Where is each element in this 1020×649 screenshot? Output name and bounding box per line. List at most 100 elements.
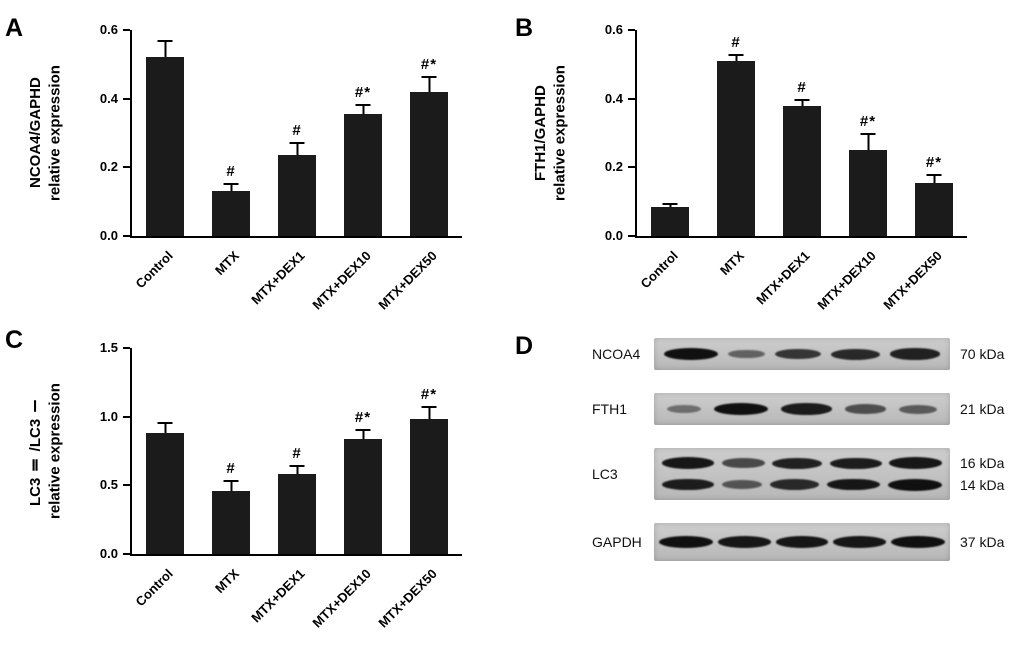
- kda-label-line: 16 kDa: [960, 454, 1005, 471]
- kda-label-line: 37 kDa: [960, 534, 1005, 550]
- x-category-label: Control: [637, 248, 681, 292]
- protein-band: [666, 404, 702, 414]
- error-bar: [157, 40, 173, 58]
- blot-band-row: [654, 348, 950, 360]
- bar-group: #*: [396, 30, 462, 236]
- error-bar: [355, 103, 371, 115]
- y-tick-label: 0.4: [99, 90, 118, 106]
- protein-band: [780, 403, 833, 415]
- bar-group: #: [769, 30, 835, 236]
- protein-band: [890, 536, 945, 548]
- y-axis: 0.0 0.5 1.0 1.5: [0, 340, 130, 561]
- protein-band: [830, 457, 882, 470]
- significance-label: #: [226, 459, 236, 477]
- bar: [344, 114, 382, 236]
- x-category-label: MTX+DEX10: [309, 248, 374, 313]
- protein-band: [898, 404, 938, 414]
- y-tick-label: 1.0: [99, 408, 118, 424]
- error-bar: [289, 464, 305, 475]
- bar: [783, 105, 821, 236]
- protein-label: LC3: [592, 466, 618, 482]
- protein-band: [775, 536, 829, 548]
- x-axis-labels: Control MTX MTX+DEX1 MTX+DEX10 MTX+DEX50: [130, 560, 462, 642]
- error-bar-line: [230, 481, 232, 491]
- y-tick-label: 0.0: [99, 546, 118, 561]
- panel-b-letter: B: [515, 14, 534, 42]
- y-tick-label: 0.0: [99, 228, 118, 243]
- significance-label: #*: [859, 113, 877, 130]
- protein-band: [721, 479, 762, 490]
- protein-band: [775, 348, 822, 360]
- y-tick: [628, 235, 635, 237]
- y-tick-label: 0.4: [604, 90, 623, 106]
- error-bar-line: [296, 143, 298, 156]
- y-tick: [123, 484, 130, 487]
- error-bar: [223, 479, 239, 491]
- error-bar: [421, 405, 437, 420]
- x-category-label: MTX+DEX1: [248, 566, 308, 626]
- plot-area: # # #* #*: [635, 30, 967, 238]
- blot-strip: [654, 338, 950, 370]
- error-bar-line: [362, 431, 364, 439]
- bar: [146, 57, 184, 236]
- kda-label-line: 14 kDa: [960, 477, 1005, 494]
- protein-band: [769, 479, 819, 491]
- molecular-weight-label: 16 kDa 14 kDa: [960, 448, 1004, 500]
- y-tick: [628, 166, 635, 169]
- bar: [344, 438, 382, 554]
- kda-label-line: 70 kDa: [960, 346, 1005, 362]
- error-bar: [728, 54, 744, 61]
- plot-area: # # #* #*: [130, 348, 462, 556]
- molecular-weight-label: 70 kDa: [960, 338, 1004, 370]
- protein-band: [717, 536, 771, 548]
- error-bar: [223, 182, 239, 192]
- protein-label: FTH1: [592, 401, 627, 417]
- protein-band: [889, 457, 943, 470]
- blot-strip: [654, 393, 950, 425]
- y-tick: [628, 97, 635, 100]
- significance-label: #: [292, 444, 302, 462]
- error-bar-line: [428, 407, 430, 420]
- error-bar: [926, 174, 942, 183]
- blot-row: NCOA4 70 kDa: [592, 338, 1017, 370]
- error-bar-line: [735, 56, 737, 61]
- y-tick-label: 0.5: [99, 477, 118, 493]
- protein-band: [663, 348, 718, 360]
- bar-group: #*: [835, 30, 901, 236]
- error-bar-line: [669, 204, 671, 207]
- y-tick-label: 0.2: [604, 159, 623, 175]
- error-bar-line: [801, 100, 803, 106]
- bar-group: #*: [330, 30, 396, 236]
- bar: [410, 419, 448, 554]
- bar-group: #: [198, 348, 264, 554]
- y-tick-label: 0.6: [604, 22, 623, 37]
- protein-band: [661, 457, 715, 470]
- y-tick-label: 0.0: [604, 228, 623, 243]
- significance-label: #: [731, 34, 741, 52]
- x-axis-labels: Control MTX MTX+DEX1 MTX+DEX10 MTX+DEX50: [635, 242, 967, 324]
- blot-row: GAPDH 37 kDa: [592, 523, 1017, 561]
- protein-band: [658, 536, 713, 548]
- bar-group: #*: [330, 348, 396, 554]
- y-axis: 0.0 0.2 0.4 0.6: [0, 22, 130, 243]
- significance-label: #*: [925, 154, 943, 172]
- x-category-label: MTX+DEX10: [814, 248, 879, 313]
- y-tick: [123, 235, 130, 237]
- molecular-weight-label: 21 kDa: [960, 393, 1004, 425]
- x-category-label: MTX+DEX50: [375, 566, 440, 631]
- bar: [278, 474, 316, 554]
- blot-row: LC3 16 kDa 14 kDa: [592, 448, 1017, 500]
- bar: [410, 91, 448, 236]
- x-category-label: MTX+DEX1: [753, 248, 813, 308]
- error-bar: [662, 202, 678, 207]
- blot-band-row: [654, 478, 950, 491]
- bar-group: #: [264, 30, 330, 236]
- y-axis: 0.0 0.2 0.4 0.6: [505, 22, 635, 243]
- x-category-label: MTX+DEX1: [248, 248, 308, 308]
- significance-label: #*: [354, 409, 372, 427]
- protein-band: [826, 478, 880, 491]
- blot-band-row: [654, 403, 950, 415]
- error-bar: [355, 429, 371, 439]
- western-blot-panel: NCOA4 70 kDa FTH1 21 kDa LC3 16 kDa 14 kDa GAPD…: [592, 338, 1017, 584]
